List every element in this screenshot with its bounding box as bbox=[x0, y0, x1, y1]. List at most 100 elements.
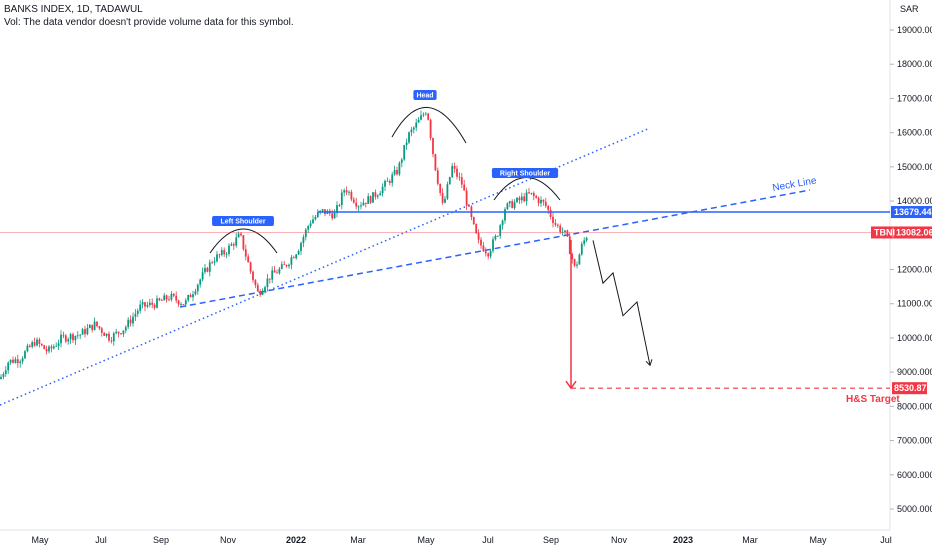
candle-body bbox=[506, 203, 509, 210]
candle-body bbox=[69, 334, 72, 340]
candle-body bbox=[172, 293, 175, 296]
candle-body bbox=[504, 209, 506, 221]
price-tick-label: 10000.000 bbox=[897, 333, 932, 343]
candle-body bbox=[24, 351, 26, 359]
chart-title: BANKS INDEX, 1D, TADAWUL bbox=[4, 4, 143, 15]
head-label-text: Head bbox=[416, 93, 433, 100]
current-price-symbol: TBNI bbox=[874, 227, 895, 237]
candle-body bbox=[410, 129, 413, 133]
candle-body bbox=[525, 192, 528, 202]
candle-body bbox=[136, 310, 139, 314]
candle-body bbox=[458, 176, 461, 178]
candle-body bbox=[338, 205, 341, 206]
candle-body bbox=[508, 201, 511, 204]
candle-body bbox=[566, 230, 569, 237]
candle-body bbox=[280, 264, 283, 269]
head-and-shoulders-pattern: Left Shoulder Head Right Shoulder bbox=[209, 90, 561, 254]
head-arc bbox=[391, 107, 467, 144]
candle-body bbox=[446, 184, 449, 199]
trend-lines[interactable]: Neck Line bbox=[0, 127, 818, 406]
candle-body bbox=[336, 205, 338, 213]
candle-body bbox=[168, 299, 170, 301]
left-shoulder-arc bbox=[209, 228, 278, 254]
neck-level-badge bbox=[891, 206, 932, 219]
candle-body bbox=[62, 334, 65, 336]
candle-body bbox=[439, 183, 442, 193]
candle-body bbox=[400, 159, 403, 163]
candle-body bbox=[189, 295, 192, 298]
candle-body bbox=[158, 298, 161, 301]
candle-body bbox=[432, 138, 434, 155]
candle-body bbox=[48, 346, 50, 352]
candle-body bbox=[372, 192, 374, 203]
candle-body bbox=[163, 295, 166, 301]
candle-body bbox=[249, 262, 252, 272]
candle-body bbox=[98, 326, 101, 329]
time-tick-label: Jul bbox=[95, 535, 107, 545]
candle-body bbox=[187, 295, 190, 301]
candle-body bbox=[72, 334, 74, 341]
candle-body bbox=[535, 196, 538, 198]
candle-body bbox=[290, 257, 293, 265]
time-tick-label: 2022 bbox=[286, 535, 306, 545]
candle-body bbox=[117, 331, 120, 334]
candle-body bbox=[182, 304, 185, 305]
candle-body bbox=[568, 236, 571, 255]
candle-body bbox=[196, 284, 199, 292]
candle-body bbox=[554, 222, 557, 225]
candle-body bbox=[237, 233, 240, 238]
candle-body bbox=[211, 262, 214, 264]
candle-body bbox=[4, 370, 7, 374]
price-tick-label: 11000.000 bbox=[897, 299, 932, 309]
head-label-bg bbox=[413, 90, 437, 100]
time-tick-label: Jul bbox=[482, 535, 494, 545]
candle-body bbox=[160, 300, 163, 301]
candle-body bbox=[540, 199, 542, 204]
candle-body bbox=[148, 302, 151, 305]
current-price-label: 13082.060 bbox=[896, 227, 932, 237]
candle-body bbox=[122, 330, 125, 335]
candle-body bbox=[374, 192, 377, 197]
candle-body bbox=[520, 196, 523, 201]
time-tick-label: May bbox=[31, 535, 49, 545]
left-shoulder-label: Left Shoulder bbox=[212, 216, 274, 226]
candle-body bbox=[110, 340, 113, 342]
candle-body bbox=[355, 202, 358, 207]
price-tick-label: 8000.000 bbox=[897, 401, 932, 411]
candle-body bbox=[112, 333, 115, 342]
price-tick-label: 9000.000 bbox=[897, 367, 932, 377]
candle-body bbox=[139, 304, 142, 311]
candle-body bbox=[542, 199, 545, 202]
candle-body bbox=[151, 302, 154, 305]
candle-body bbox=[141, 302, 144, 305]
candle-body bbox=[120, 333, 122, 335]
support-trendline bbox=[0, 127, 651, 406]
candle-body bbox=[444, 198, 446, 203]
candle-body bbox=[362, 202, 365, 206]
candle-body bbox=[55, 345, 58, 347]
candle-body bbox=[153, 304, 156, 308]
candle-body bbox=[547, 205, 550, 210]
candle-body bbox=[271, 270, 274, 280]
candle-body bbox=[544, 201, 547, 206]
candle-body bbox=[184, 300, 187, 305]
right-shoulder-label: Right Shoulder bbox=[491, 168, 559, 178]
candle-body bbox=[391, 174, 394, 183]
candle-body bbox=[247, 256, 250, 263]
candle-body bbox=[384, 180, 386, 187]
candle-body bbox=[564, 230, 566, 233]
candle-body bbox=[415, 122, 418, 128]
candle-body bbox=[576, 264, 578, 266]
current-price-badge bbox=[871, 226, 932, 239]
candle-body bbox=[283, 264, 286, 266]
candle-body bbox=[456, 168, 458, 177]
candle-body bbox=[537, 197, 540, 204]
candle-body bbox=[453, 165, 456, 169]
volume-note: Vol: The data vendor doesn't provide vol… bbox=[4, 17, 294, 28]
candle-body bbox=[165, 295, 168, 300]
time-tick-label: May bbox=[809, 535, 827, 545]
candle-body bbox=[127, 319, 130, 328]
candle-body bbox=[482, 245, 485, 252]
time-tick-label: Nov bbox=[220, 535, 237, 545]
